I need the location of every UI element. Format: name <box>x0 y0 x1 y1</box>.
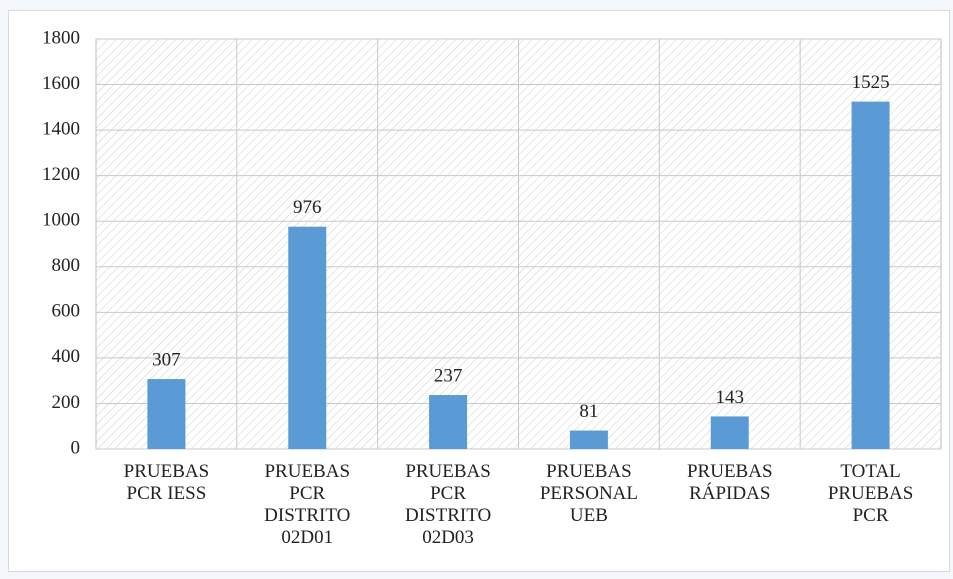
x-tick-label: PRUEBAS PCR DISTRITO 02D03 <box>404 461 492 548</box>
y-tick-label: 800 <box>52 255 81 276</box>
y-tick-label: 200 <box>52 392 81 413</box>
y-tick-label: 1000 <box>42 210 80 231</box>
data-label: 307 <box>152 349 181 370</box>
data-label: 976 <box>293 197 322 218</box>
data-label: 143 <box>716 387 745 408</box>
bar <box>288 226 327 449</box>
y-tick-label: 600 <box>52 301 81 322</box>
y-tick-label: 1800 <box>42 27 80 48</box>
y-tick-label: 1600 <box>42 73 80 94</box>
data-label: 237 <box>434 365 463 386</box>
x-tick-label: PRUEBAS RÁPIDAS <box>686 461 773 504</box>
x-tick-label: TOTAL PRUEBAS PCR <box>827 461 914 526</box>
data-label: 1525 <box>852 72 890 93</box>
x-tick-label: PRUEBAS PCR DISTRITO 02D01 <box>264 461 351 548</box>
chart-svg: 0 200 400 600 800 1000 1200 1400 1600 1800 307 976 2… <box>42 27 942 458</box>
x-tick-label: PRUEBAS PCR IESS <box>123 461 210 504</box>
y-tick-label: 0 <box>71 437 81 458</box>
bar <box>429 395 468 449</box>
bar <box>147 379 186 449</box>
bar <box>851 101 890 449</box>
data-label: 81 <box>579 401 598 422</box>
y-tick-label: 1200 <box>42 164 80 185</box>
bar <box>569 430 608 449</box>
y-tick-label: 400 <box>52 346 81 367</box>
x-tick-label: PRUEBAS PERSONAL UEB <box>539 461 638 526</box>
y-tick-label: 1400 <box>42 118 80 139</box>
bar <box>710 416 749 449</box>
chart: 0 200 400 600 800 1000 1200 1400 1600 1800 307 976 2… <box>8 10 950 572</box>
